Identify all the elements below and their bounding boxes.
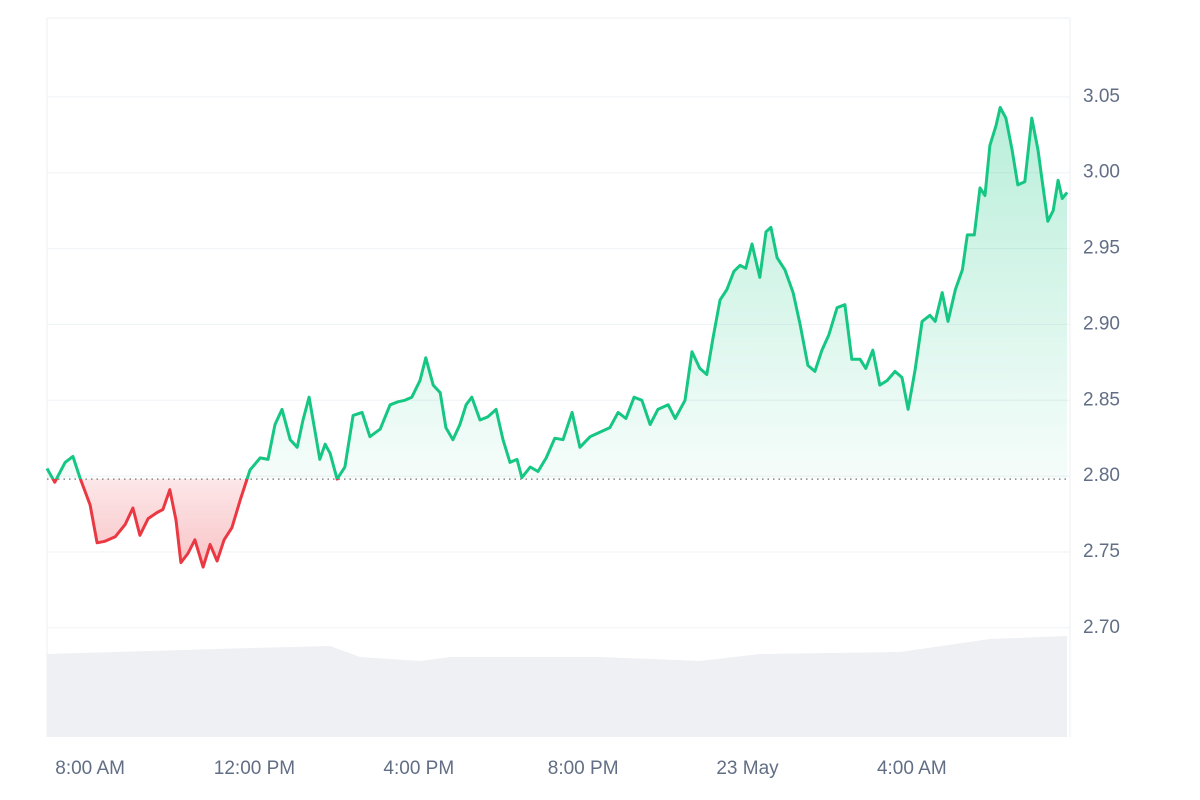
volume-area bbox=[47, 636, 1067, 737]
y-tick-label: 2.70 bbox=[1083, 617, 1120, 638]
y-tick-label: 2.75 bbox=[1083, 541, 1120, 562]
y-tick-label: 2.95 bbox=[1083, 238, 1120, 259]
x-tick-label: 12:00 PM bbox=[214, 758, 295, 779]
x-tick-label: 8:00 AM bbox=[55, 758, 125, 779]
x-tick-label: 23 May bbox=[716, 758, 779, 779]
y-tick-label: 2.80 bbox=[1083, 465, 1120, 486]
y-tick-label: 3.00 bbox=[1083, 162, 1120, 183]
y-tick-label: 2.85 bbox=[1083, 389, 1120, 410]
x-tick-label: 4:00 AM bbox=[877, 758, 947, 779]
x-tick-label: 4:00 PM bbox=[383, 758, 454, 779]
y-tick-label: 2.90 bbox=[1083, 313, 1120, 334]
x-tick-label: 8:00 PM bbox=[548, 758, 619, 779]
price-line bbox=[45, 106, 1069, 569]
y-tick-label: 3.05 bbox=[1083, 86, 1120, 107]
area bbox=[47, 107, 1068, 568]
